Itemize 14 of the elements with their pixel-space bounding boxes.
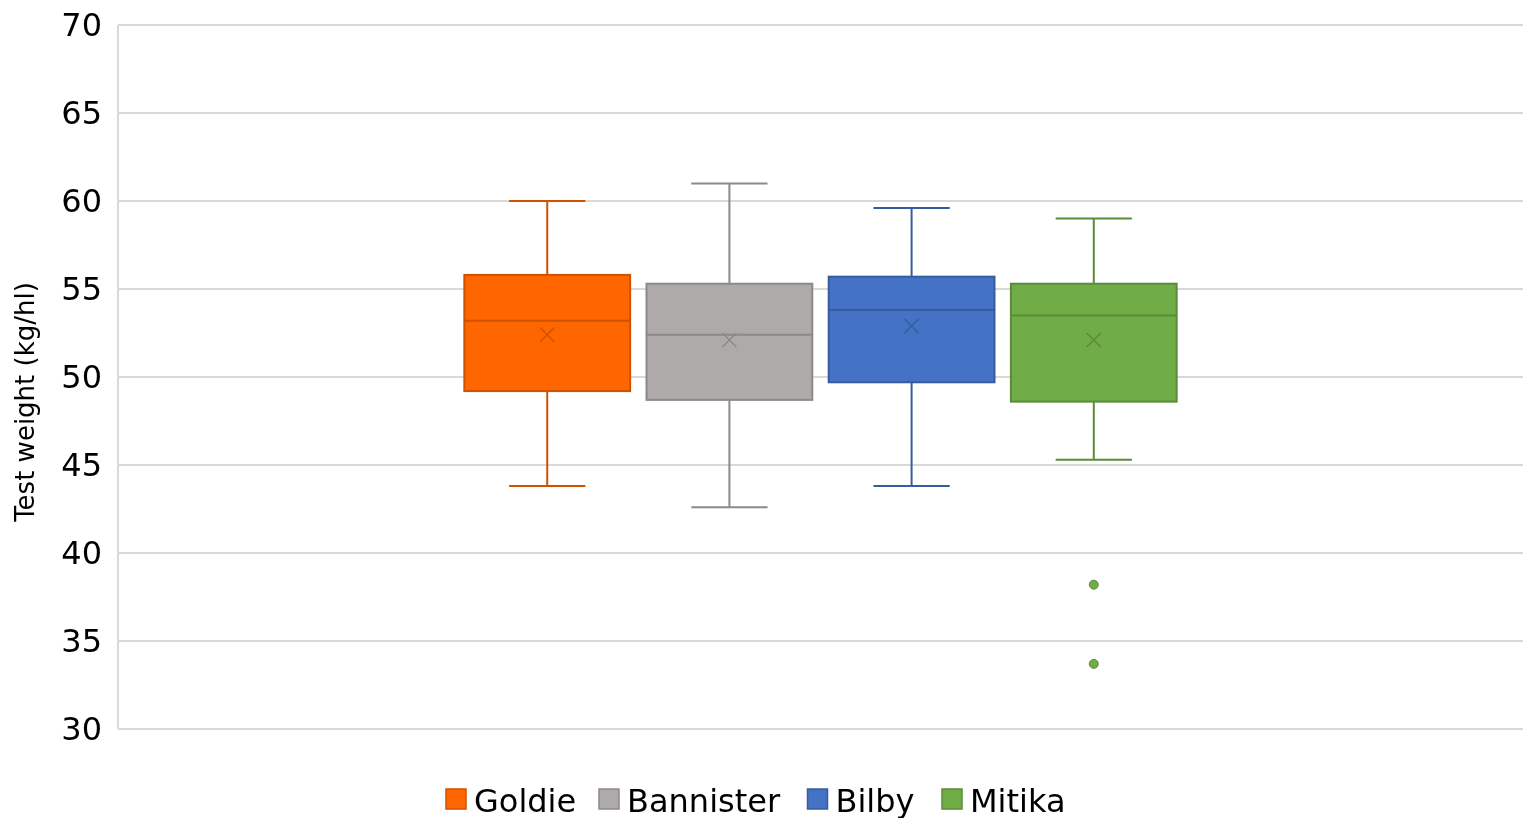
y-tick-label: 35 — [61, 622, 102, 660]
y-tick-label: 50 — [61, 358, 102, 396]
y-tick-label: 40 — [61, 534, 102, 572]
y-tick-label: 30 — [61, 710, 102, 748]
y-tick-label: 70 — [61, 6, 102, 44]
y-tick-label: 60 — [61, 182, 102, 220]
legend-label: Bannister — [627, 782, 781, 818]
y-tick-label: 55 — [61, 270, 102, 308]
legend-label: Mitika — [970, 782, 1066, 818]
legend-label: Goldie — [474, 782, 577, 818]
legend-label: Bilby — [835, 782, 915, 818]
y-tick-label: 65 — [61, 94, 102, 132]
y-tick-label: 45 — [61, 446, 102, 484]
y-axis-title: Test weight (kg/hl) — [10, 282, 40, 523]
